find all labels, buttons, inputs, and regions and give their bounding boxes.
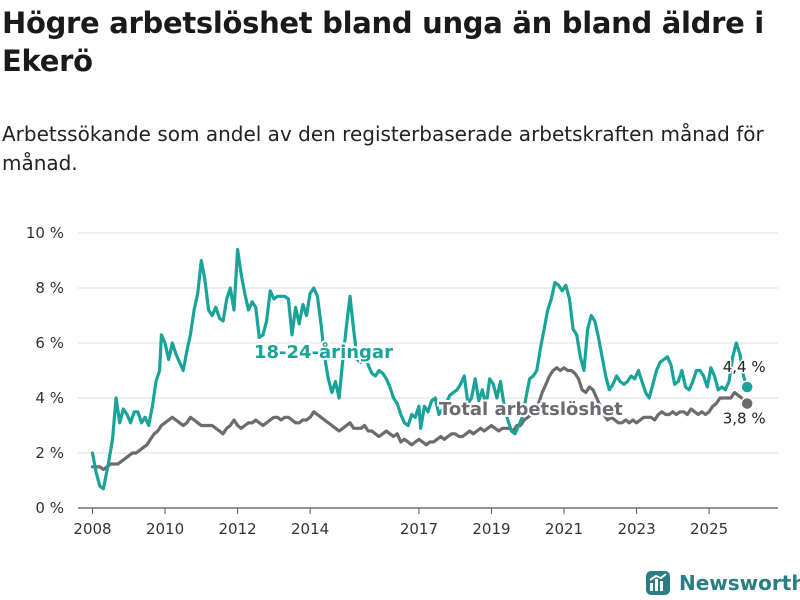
y-tick-label: 2 % xyxy=(35,444,64,462)
x-tick-label: 2008 xyxy=(73,520,111,538)
total-end-value-label: 3,8 % xyxy=(723,410,766,428)
y-tick-label: 0 % xyxy=(35,499,64,517)
y-tick-label: 4 % xyxy=(35,389,64,407)
y-tick-label: 10 % xyxy=(26,224,64,242)
total-series-line xyxy=(90,366,749,472)
x-tick-label: 2012 xyxy=(218,520,256,538)
brand-logo: Newsworthy xyxy=(645,568,800,598)
youth-series-line xyxy=(90,247,749,491)
x-tick-label: 2021 xyxy=(545,520,583,538)
x-tick-label: 2025 xyxy=(690,520,728,538)
x-tick-label: 2010 xyxy=(146,520,184,538)
youth-end-dot xyxy=(740,380,754,394)
total-series-label: Total arbetslöshet xyxy=(439,399,623,420)
chart-subtitle: Arbetssökande som andel av den registerb… xyxy=(2,122,764,175)
x-tick-label: 2019 xyxy=(472,520,510,538)
brand-name: Newsworthy xyxy=(679,571,800,595)
newsworthy-logo-icon xyxy=(646,571,670,595)
x-tick-label: 2023 xyxy=(617,520,655,538)
total-end-dot xyxy=(740,396,754,411)
chart-title: Högre arbetslöshet bland unga än bland ä… xyxy=(2,6,764,78)
x-tick-label: 2017 xyxy=(400,520,438,538)
youth-series-label: 18-24-åringar xyxy=(254,341,393,363)
y-tick-label: 6 % xyxy=(35,334,64,352)
y-tick-label: 8 % xyxy=(35,279,64,297)
x-tick-label: 2014 xyxy=(291,520,329,538)
youth-end-value-label: 4,4 % xyxy=(723,358,766,376)
